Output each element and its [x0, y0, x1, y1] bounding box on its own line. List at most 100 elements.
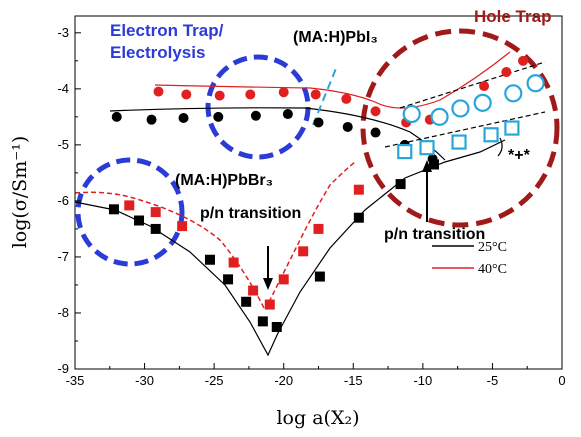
- y-axis-title: log(σ/Sm⁻¹): [9, 136, 31, 249]
- data-point-series-4: [526, 74, 545, 93]
- hole-trap-label: Hole Trap: [474, 7, 551, 26]
- data-point-series-0: [271, 321, 282, 332]
- electron-trap-label-line1: Electron Trap/: [110, 21, 224, 40]
- arrow-right-head: [422, 160, 432, 172]
- data-point-series-3: [181, 89, 192, 100]
- arrow-left-head: [263, 278, 273, 290]
- data-point-series-1: [298, 246, 309, 257]
- data-point-series-2: [111, 111, 122, 122]
- y-tick-label: -8: [57, 305, 69, 320]
- legend-label-25c: 25°C: [478, 240, 507, 255]
- data-point-series-5: [504, 120, 520, 136]
- fit-curves: [74, 51, 546, 357]
- data-point-series-3: [278, 87, 289, 98]
- fit-curve-40c: [74, 161, 356, 312]
- stars-bracket: [497, 137, 503, 157]
- data-point-series-1: [353, 184, 364, 195]
- data-point-series-0: [204, 254, 215, 265]
- fit-dash-cyan-steep: [312, 65, 338, 126]
- x-tick-label: -20: [274, 373, 293, 388]
- data-point-series-5: [483, 127, 499, 143]
- electron-trap-label-line2: Electrolysis: [110, 43, 205, 62]
- y-tick-label: -6: [57, 193, 69, 208]
- data-point-series-0: [223, 274, 234, 285]
- x-tick-label: -10: [413, 373, 432, 388]
- y-ticks: -9 -8 -7 -6 -5 -4 -3: [57, 25, 81, 376]
- data-point-series-0: [257, 316, 268, 327]
- x-tick-label: -35: [66, 373, 85, 388]
- data-point-series-5: [451, 134, 467, 150]
- x-ticks: -35 -30 -25 -20 -15 -10 -5 0: [66, 363, 566, 388]
- fit-dash-cyan-squares: [384, 111, 546, 148]
- data-point-series-0: [353, 212, 364, 223]
- fit-curve-pbi3-black: [109, 107, 446, 161]
- fit-curve-25c: [74, 139, 506, 357]
- y-tick-label: -7: [57, 249, 69, 264]
- electron-trap-circle-left: [75, 157, 185, 267]
- data-point-series-3: [479, 81, 490, 92]
- data-point-series-1: [177, 221, 188, 232]
- data-point-series-2: [213, 111, 224, 122]
- data-point-series-3: [214, 90, 225, 101]
- x-tick-label: -30: [135, 373, 154, 388]
- hole-trap-circle: [360, 28, 560, 228]
- data-point-series-3: [518, 55, 529, 66]
- arrows: [263, 137, 503, 290]
- data-point-series-4: [402, 104, 421, 124]
- data-point-series-0: [241, 296, 252, 307]
- legend-label-40c: 40°C: [478, 262, 507, 277]
- axes: -35 -30 -25 -20 -15 -10 -5 0 -9 -8 -7 -6 -5 -4 -3: [57, 15, 566, 388]
- y-tick-label: -9: [57, 361, 69, 376]
- data-point-series-4: [473, 93, 492, 112]
- fit-dash-cyan-circles: [399, 61, 546, 109]
- x-axis-title: log a(X₂): [276, 407, 359, 429]
- data-point-series-2: [370, 127, 381, 138]
- data-point-series-1: [248, 285, 259, 296]
- data-point-series-0: [108, 204, 119, 215]
- data-point-series-1: [228, 257, 239, 268]
- fit-curve-pbi3-red: [154, 51, 511, 109]
- data-point-series-2: [146, 114, 157, 125]
- data-point-series-2: [427, 153, 438, 164]
- stars-label: *+*: [508, 147, 531, 164]
- data-point-series-3: [310, 89, 321, 100]
- mapbbr3-label: (MA:H)PbBr₃: [175, 172, 273, 189]
- data-point-series-3: [153, 86, 164, 97]
- data-point-series-0: [395, 179, 406, 190]
- data-point-series-1: [313, 223, 324, 234]
- pn-transition-right: p/n transition: [384, 226, 485, 243]
- x-tick-label: -25: [205, 373, 224, 388]
- x-tick-label: -15: [344, 373, 363, 388]
- electron-trap-circle-mid: [205, 54, 311, 160]
- y-tick-label: -4: [57, 81, 69, 96]
- y-tick-label: -3: [57, 25, 69, 40]
- data-point-series-2: [313, 117, 324, 128]
- mapbi3-label: (MA:H)PbI₃: [293, 29, 378, 46]
- data-point-series-0: [314, 271, 325, 282]
- data-point-series-0: [134, 215, 145, 226]
- highlight-regions: [75, 28, 560, 267]
- data-point-series-2: [178, 112, 189, 123]
- data-point-series-3: [341, 93, 352, 104]
- data-point-series-3: [245, 89, 256, 100]
- data-point-series-5: [397, 143, 413, 160]
- pn-transition-left: p/n transition: [200, 205, 301, 222]
- data-point-series-4: [451, 99, 470, 118]
- data-point-series-3: [501, 67, 512, 78]
- data-point-series-2: [342, 121, 353, 132]
- data-point-series-1: [124, 200, 135, 211]
- data-point-series-0: [428, 159, 439, 170]
- data-point-series-2: [282, 109, 293, 120]
- y-tick-label: -5: [57, 137, 69, 152]
- data-markers: [108, 55, 545, 332]
- data-point-series-4: [430, 107, 449, 126]
- plot-frame: [74, 15, 563, 370]
- data-point-series-4: [504, 84, 523, 103]
- data-point-series-0: [150, 223, 161, 234]
- data-point-series-1: [150, 207, 161, 218]
- data-point-series-2: [250, 110, 261, 121]
- data-point-series-5: [419, 140, 435, 156]
- x-tick-label: 0: [558, 373, 565, 388]
- x-tick-label: -5: [487, 373, 499, 388]
